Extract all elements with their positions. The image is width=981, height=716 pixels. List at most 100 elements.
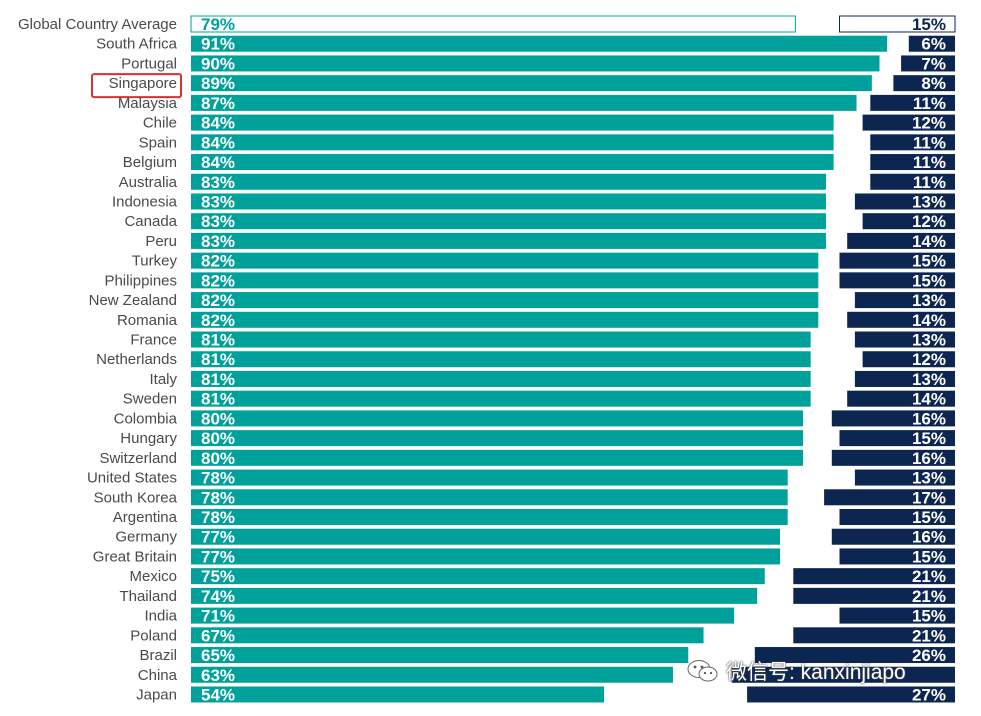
bar-right	[854, 292, 955, 309]
bar-left	[191, 587, 758, 604]
bar-left	[190, 15, 796, 33]
data-label-left: 83%	[201, 192, 235, 211]
data-label-right: 21%	[912, 587, 946, 606]
bar-left	[191, 193, 826, 210]
bar-right	[747, 686, 955, 703]
data-label-left: 83%	[201, 212, 235, 231]
data-label-right: 11%	[913, 94, 946, 113]
data-label-right: 13%	[912, 331, 946, 350]
data-label-right: 8%	[921, 74, 946, 93]
data-label-right: 12%	[912, 114, 946, 133]
bar-left	[191, 232, 826, 249]
data-label-right: 16%	[912, 449, 946, 468]
category-label: Argentina	[113, 509, 178, 526]
bar-left	[191, 627, 704, 644]
data-label-left: 63%	[201, 666, 235, 685]
bar-left	[191, 292, 819, 309]
data-label-right: 21%	[912, 567, 946, 586]
category-label: Mexico	[129, 568, 177, 585]
bar-right	[839, 272, 955, 289]
data-label-right: 13%	[912, 192, 946, 211]
bar-left	[191, 272, 819, 289]
bar-right	[847, 311, 955, 328]
category-label: Belgium	[123, 154, 177, 171]
bar-right	[831, 410, 955, 427]
bar-left	[191, 311, 819, 328]
category-label: Netherlands	[96, 351, 177, 368]
category-label: Italy	[149, 371, 177, 388]
bar-right	[839, 430, 955, 447]
data-label-right: 11%	[913, 133, 946, 152]
data-label-right: 13%	[912, 469, 946, 488]
data-label-right: 15%	[912, 271, 946, 290]
highlight-box	[91, 73, 182, 99]
bar-right	[862, 213, 955, 230]
data-label-right: 15%	[912, 429, 946, 448]
bar-left	[191, 173, 826, 190]
data-label-right: 27%	[912, 685, 946, 704]
data-label-left: 78%	[201, 488, 235, 507]
data-label-right: 14%	[912, 311, 946, 330]
data-label-left: 71%	[201, 607, 235, 626]
data-label-right: 12%	[912, 212, 946, 231]
data-label-left: 80%	[201, 409, 235, 428]
data-label-left: 90%	[201, 54, 235, 73]
bar-right	[839, 607, 955, 624]
bar-left	[191, 568, 765, 585]
data-label-right: 14%	[912, 232, 946, 251]
category-label: Sweden	[123, 391, 177, 408]
bar-left	[191, 410, 803, 427]
data-label-left: 84%	[201, 133, 235, 152]
bar-right	[854, 331, 955, 348]
bar-left	[191, 390, 811, 407]
data-label-left: 78%	[201, 469, 235, 488]
category-label: Thailand	[119, 588, 177, 605]
data-label-left: 77%	[201, 528, 235, 547]
bar-left	[191, 35, 888, 52]
data-label-left: 75%	[201, 567, 235, 586]
bar-right	[870, 154, 955, 171]
bar-right	[839, 15, 956, 33]
data-label-right: 13%	[912, 370, 946, 389]
bar-left	[191, 469, 788, 486]
data-label-left: 82%	[201, 311, 235, 330]
data-label-left: 65%	[201, 646, 235, 665]
data-label-right: 15%	[912, 252, 946, 271]
bar-right	[901, 55, 955, 72]
data-label-left: 84%	[201, 153, 235, 172]
bar-right	[854, 469, 955, 486]
category-label: Indonesia	[112, 193, 178, 210]
data-label-right: 21%	[912, 626, 946, 645]
category-label: India	[144, 608, 177, 625]
data-label-left: 91%	[201, 35, 235, 54]
watermark: 微信号: kanxinjiapo	[686, 656, 906, 686]
bar-left	[191, 351, 811, 368]
watermark-text: 微信号: kanxinjiapo	[726, 661, 906, 684]
data-label-right: 15%	[912, 607, 946, 626]
data-label-left: 89%	[201, 74, 235, 93]
category-label: Malaysia	[118, 95, 178, 112]
data-label-right: 26%	[912, 646, 946, 665]
bar-left	[191, 213, 826, 230]
category-label: Japan	[136, 686, 177, 703]
category-label: Philippines	[104, 272, 177, 289]
category-label: France	[130, 332, 177, 349]
data-label-left: 81%	[201, 370, 235, 389]
data-label-right: 11%	[913, 153, 946, 172]
category-label: Peru	[145, 233, 177, 250]
category-label: South Africa	[96, 36, 178, 53]
category-label: Colombia	[114, 410, 178, 427]
bar-left	[191, 75, 872, 92]
bar-left	[191, 134, 834, 151]
bar-left	[191, 686, 605, 703]
data-label-left: 80%	[201, 449, 235, 468]
data-label-left: 84%	[201, 114, 235, 133]
data-label-right: 15%	[912, 547, 946, 566]
bar-right	[831, 449, 955, 466]
bar-left	[191, 114, 834, 131]
data-label-right: 12%	[912, 350, 946, 369]
category-label: Brazil	[139, 647, 177, 664]
category-label: Germany	[115, 529, 177, 546]
bar-right	[793, 568, 955, 585]
category-label: Poland	[130, 627, 177, 644]
